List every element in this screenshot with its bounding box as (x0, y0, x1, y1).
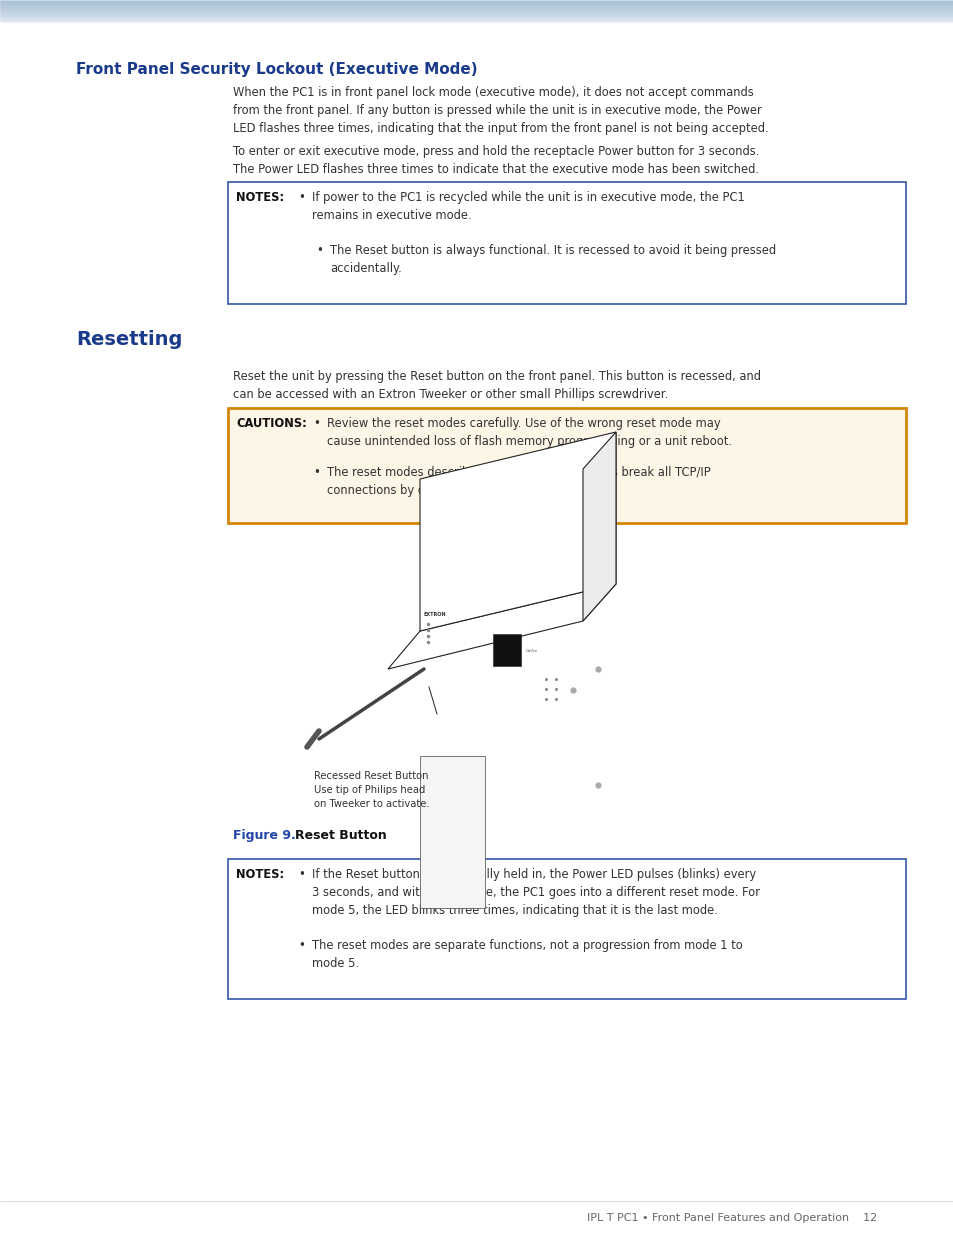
Text: Resetting: Resetting (76, 330, 182, 350)
Text: CAUTIONS:: CAUTIONS: (235, 417, 307, 430)
Text: NOTES:: NOTES: (235, 868, 284, 881)
Text: Cat5e: Cat5e (525, 650, 537, 653)
Text: Front Panel Security Lockout (Executive Mode): Front Panel Security Lockout (Executive … (76, 62, 477, 77)
Text: •: • (297, 191, 305, 204)
Text: The reset modes are separate functions, not a progression from mode 1 to
mode 5.: The reset modes are separate functions, … (312, 939, 742, 969)
Text: The reset modes described on the following pages break all TCP/IP
connections by: The reset modes described on the followi… (327, 466, 710, 496)
Bar (228, 860, 905, 999)
Text: •: • (297, 868, 305, 881)
Polygon shape (388, 584, 616, 669)
Bar (228, 408, 905, 522)
Text: Figure 9.: Figure 9. (233, 829, 295, 842)
Bar (419, 756, 484, 908)
Bar (228, 182, 905, 304)
Text: IPL T PC1 • Front Panel Features and Operation    12: IPL T PC1 • Front Panel Features and Ope… (587, 1213, 877, 1223)
Text: Reset Button: Reset Button (294, 829, 386, 842)
Text: •: • (313, 417, 319, 430)
Text: Review the reset modes carefully. Use of the wrong reset mode may
cause unintend: Review the reset modes carefully. Use of… (327, 417, 731, 448)
Bar (493, 634, 520, 666)
Text: When the PC1 is in front panel lock mode (executive mode), it does not accept co: When the PC1 is in front panel lock mode… (233, 86, 768, 135)
Text: •: • (315, 245, 322, 257)
Text: EXTRON: EXTRON (423, 613, 446, 618)
Text: •: • (313, 466, 319, 479)
Polygon shape (419, 432, 616, 631)
Text: •: • (297, 939, 305, 952)
Text: Recessed Reset Button
Use tip of Philips head
on Tweeker to activate.: Recessed Reset Button Use tip of Philips… (314, 771, 429, 809)
Text: If power to the PC1 is recycled while the unit is in executive mode, the PC1
rem: If power to the PC1 is recycled while th… (312, 191, 744, 222)
Text: To enter or exit executive mode, press and hold the receptacle Power button for : To enter or exit executive mode, press a… (233, 144, 759, 177)
Text: NOTES:: NOTES: (235, 191, 284, 204)
Text: If the Reset button is continually held in, the Power LED pulses (blinks) every
: If the Reset button is continually held … (312, 868, 760, 918)
Text: The Reset button is always functional. It is recessed to avoid it being pressed
: The Reset button is always functional. I… (330, 245, 776, 275)
Polygon shape (582, 432, 616, 621)
Text: Reset the unit by pressing the Reset button on the front panel. This button is r: Reset the unit by pressing the Reset but… (233, 370, 760, 401)
